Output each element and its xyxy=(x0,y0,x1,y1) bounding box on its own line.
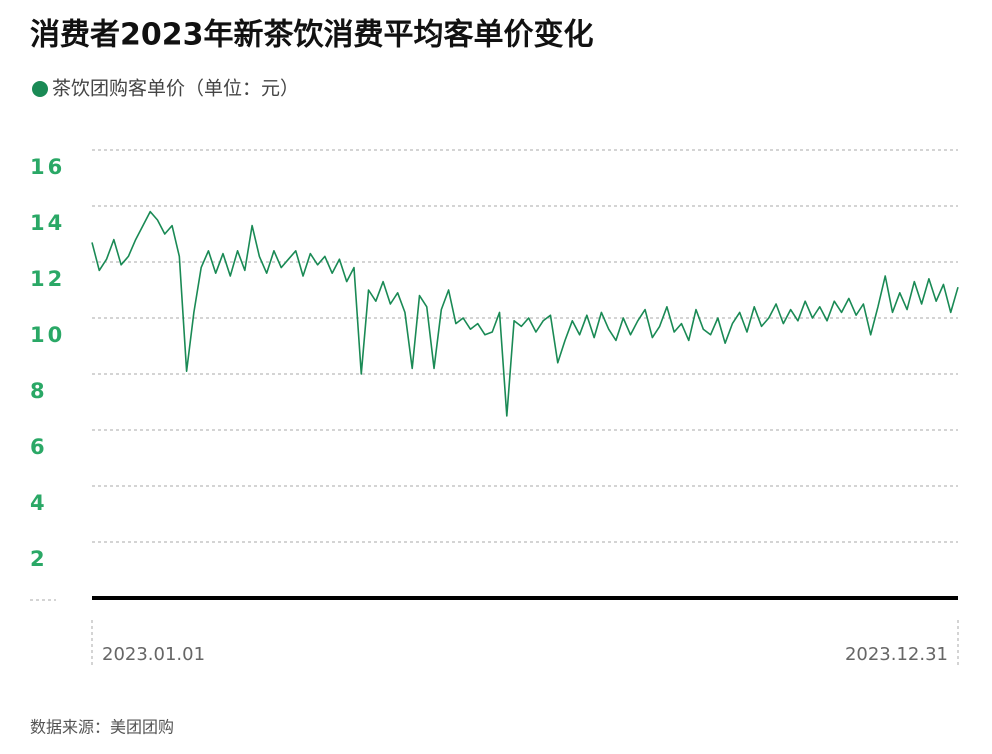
source: 数据来源：美团团购 xyxy=(30,718,174,737)
chart-title: 消费者2023年新茶饮消费平均客单价变化 xyxy=(30,18,594,53)
x-tick-label: 2023.01.01 xyxy=(102,644,205,665)
y-tick-label: 8 xyxy=(30,379,48,403)
x-tick-label: 2023.12.31 xyxy=(845,644,948,665)
y-tick-label: 14 xyxy=(30,211,65,235)
y-tick-label: 6 xyxy=(30,435,48,459)
y-tick-label: 4 xyxy=(30,491,48,515)
legend-label: 茶饮团购客单价（单位：元） xyxy=(52,78,299,100)
line xyxy=(91,210,959,417)
legend-marker xyxy=(32,81,48,97)
y-tick-label: 10 xyxy=(30,323,65,347)
y-tick-label: 2 xyxy=(30,547,48,571)
y-tick-label: 12 xyxy=(30,267,65,291)
y-tick-label: 16 xyxy=(30,155,65,179)
